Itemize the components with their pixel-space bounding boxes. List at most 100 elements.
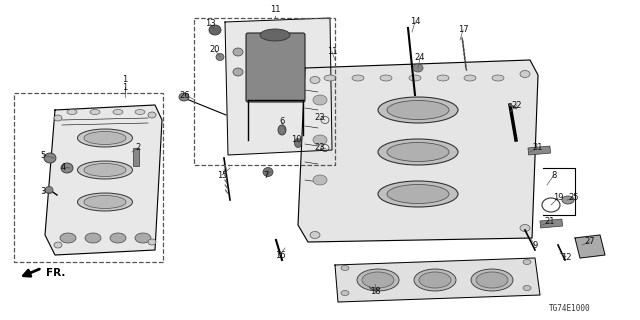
Ellipse shape bbox=[84, 164, 126, 177]
Ellipse shape bbox=[313, 135, 327, 145]
Bar bbox=[133, 148, 139, 166]
Ellipse shape bbox=[60, 233, 76, 243]
Ellipse shape bbox=[77, 193, 132, 211]
Ellipse shape bbox=[110, 233, 126, 243]
Text: 25: 25 bbox=[569, 194, 579, 203]
Ellipse shape bbox=[84, 132, 126, 145]
Text: 2: 2 bbox=[136, 143, 141, 153]
Ellipse shape bbox=[464, 75, 476, 81]
Ellipse shape bbox=[387, 100, 449, 119]
Ellipse shape bbox=[362, 272, 394, 288]
Text: 5: 5 bbox=[40, 150, 45, 159]
Text: 10: 10 bbox=[291, 135, 301, 145]
Ellipse shape bbox=[378, 139, 458, 165]
Ellipse shape bbox=[341, 266, 349, 270]
Ellipse shape bbox=[369, 280, 381, 290]
Ellipse shape bbox=[492, 75, 504, 81]
Text: FR.: FR. bbox=[46, 268, 65, 278]
Ellipse shape bbox=[414, 269, 456, 291]
Text: 18: 18 bbox=[370, 287, 380, 297]
Ellipse shape bbox=[387, 142, 449, 162]
Text: 17: 17 bbox=[458, 26, 468, 35]
Ellipse shape bbox=[387, 185, 449, 204]
Ellipse shape bbox=[148, 239, 156, 245]
Ellipse shape bbox=[313, 95, 327, 105]
Ellipse shape bbox=[378, 181, 458, 207]
Ellipse shape bbox=[216, 53, 224, 60]
Text: 11: 11 bbox=[327, 47, 337, 57]
Ellipse shape bbox=[310, 231, 320, 238]
Text: 1: 1 bbox=[122, 84, 127, 92]
Text: 14: 14 bbox=[410, 18, 420, 27]
Text: 19: 19 bbox=[553, 194, 563, 203]
Ellipse shape bbox=[44, 153, 56, 163]
Ellipse shape bbox=[260, 29, 290, 41]
Text: 23: 23 bbox=[315, 114, 325, 123]
Ellipse shape bbox=[148, 112, 156, 118]
Text: 21: 21 bbox=[545, 218, 556, 227]
Ellipse shape bbox=[437, 75, 449, 81]
Ellipse shape bbox=[209, 25, 221, 35]
Ellipse shape bbox=[90, 109, 100, 115]
Bar bbox=[528, 146, 550, 155]
Polygon shape bbox=[45, 105, 162, 255]
Text: 22: 22 bbox=[512, 100, 522, 109]
Text: 26: 26 bbox=[180, 91, 190, 100]
Text: 11: 11 bbox=[269, 5, 280, 14]
Ellipse shape bbox=[409, 75, 421, 81]
Ellipse shape bbox=[520, 225, 530, 231]
Ellipse shape bbox=[179, 93, 189, 101]
Polygon shape bbox=[298, 60, 538, 242]
Ellipse shape bbox=[263, 167, 273, 177]
Text: 7: 7 bbox=[263, 171, 269, 180]
Text: 16: 16 bbox=[275, 251, 285, 260]
Ellipse shape bbox=[233, 48, 243, 56]
Bar bbox=[540, 219, 563, 228]
Text: 1: 1 bbox=[122, 75, 127, 84]
Ellipse shape bbox=[313, 175, 327, 185]
Ellipse shape bbox=[77, 129, 132, 147]
Ellipse shape bbox=[310, 76, 320, 84]
Ellipse shape bbox=[233, 68, 243, 76]
Ellipse shape bbox=[476, 272, 508, 288]
Bar bbox=[14, 93, 163, 262]
Ellipse shape bbox=[357, 269, 399, 291]
Text: 6: 6 bbox=[279, 117, 285, 126]
Text: 12: 12 bbox=[561, 252, 572, 261]
Ellipse shape bbox=[378, 97, 458, 123]
Ellipse shape bbox=[135, 109, 145, 115]
FancyBboxPatch shape bbox=[246, 33, 305, 102]
Ellipse shape bbox=[77, 161, 132, 179]
Bar bbox=[194, 18, 335, 165]
Ellipse shape bbox=[54, 115, 62, 121]
Text: 21: 21 bbox=[532, 143, 543, 153]
Ellipse shape bbox=[135, 233, 151, 243]
Ellipse shape bbox=[278, 125, 286, 135]
Ellipse shape bbox=[54, 242, 62, 248]
Ellipse shape bbox=[380, 75, 392, 81]
Text: 15: 15 bbox=[217, 171, 227, 180]
Ellipse shape bbox=[419, 272, 451, 288]
Ellipse shape bbox=[520, 70, 530, 77]
Ellipse shape bbox=[562, 196, 574, 204]
Ellipse shape bbox=[523, 285, 531, 291]
Ellipse shape bbox=[113, 109, 123, 115]
Text: 13: 13 bbox=[205, 20, 215, 28]
Ellipse shape bbox=[84, 196, 126, 209]
Ellipse shape bbox=[45, 187, 53, 194]
Text: 8: 8 bbox=[551, 171, 557, 180]
Text: 20: 20 bbox=[210, 45, 220, 54]
Ellipse shape bbox=[341, 291, 349, 295]
Polygon shape bbox=[225, 18, 332, 155]
Ellipse shape bbox=[61, 163, 73, 173]
Polygon shape bbox=[335, 258, 540, 302]
Text: TG74E1000: TG74E1000 bbox=[549, 304, 591, 313]
Text: 3: 3 bbox=[40, 188, 45, 196]
Text: 23: 23 bbox=[315, 143, 325, 153]
Ellipse shape bbox=[471, 269, 513, 291]
Polygon shape bbox=[575, 235, 605, 258]
Ellipse shape bbox=[294, 139, 301, 148]
Ellipse shape bbox=[67, 109, 77, 115]
Ellipse shape bbox=[85, 233, 101, 243]
Ellipse shape bbox=[324, 75, 336, 81]
